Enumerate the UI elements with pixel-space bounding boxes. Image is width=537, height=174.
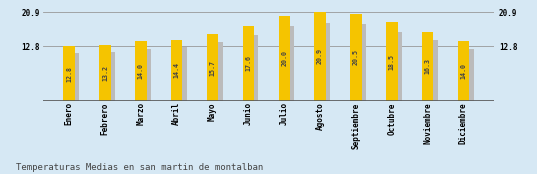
Bar	[350, 14, 362, 101]
Text: 14.4: 14.4	[174, 62, 180, 78]
Text: 20.5: 20.5	[353, 49, 359, 65]
Text: 13.2: 13.2	[102, 65, 108, 81]
Bar	[314, 12, 326, 101]
Bar	[279, 16, 290, 101]
Bar	[140, 49, 151, 101]
Bar	[99, 45, 111, 101]
Bar	[171, 40, 183, 101]
Text: 17.6: 17.6	[245, 56, 251, 72]
Bar	[422, 32, 433, 101]
Bar	[354, 24, 366, 101]
Bar	[63, 46, 75, 101]
Bar	[458, 41, 469, 101]
Bar	[247, 35, 258, 101]
Text: 16.3: 16.3	[425, 58, 431, 74]
Text: 12.8: 12.8	[66, 66, 72, 82]
Bar	[390, 32, 402, 101]
Text: 14.0: 14.0	[461, 63, 467, 79]
Bar	[318, 23, 330, 101]
Bar	[243, 26, 254, 101]
Bar	[68, 53, 79, 101]
Bar	[175, 47, 187, 101]
Bar	[104, 52, 115, 101]
Bar	[283, 26, 294, 101]
Bar	[426, 40, 438, 101]
Bar	[211, 42, 223, 101]
Bar	[135, 41, 147, 101]
Text: Temperaturas Medias en san martin de montalban: Temperaturas Medias en san martin de mon…	[16, 163, 263, 172]
Text: 14.0: 14.0	[138, 63, 144, 79]
Text: 20.9: 20.9	[317, 49, 323, 65]
Text: 20.0: 20.0	[281, 50, 287, 66]
Bar	[207, 34, 219, 101]
Bar	[386, 22, 397, 101]
Text: 15.7: 15.7	[209, 60, 215, 76]
Bar	[462, 49, 474, 101]
Text: 18.5: 18.5	[389, 54, 395, 70]
